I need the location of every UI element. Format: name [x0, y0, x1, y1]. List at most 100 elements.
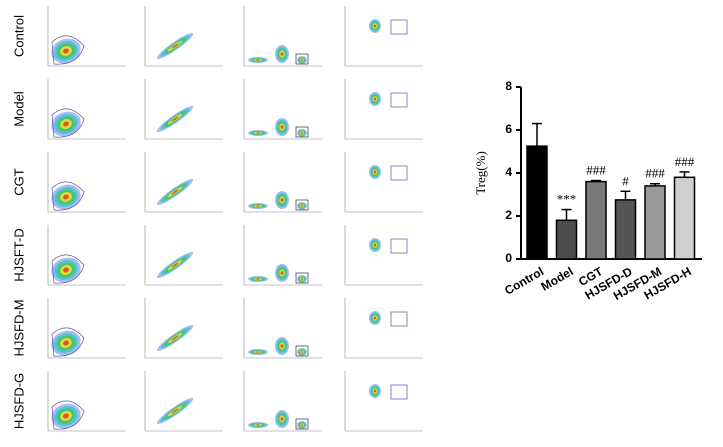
cell-population — [63, 413, 69, 419]
flow-plot — [47, 152, 126, 213]
row-label: Model — [11, 91, 26, 127]
row-label: HJSFD-M — [11, 299, 26, 356]
cell-population — [373, 170, 377, 174]
cell-population — [373, 24, 377, 28]
cell-population — [256, 424, 260, 426]
cell-population — [280, 125, 284, 129]
flow-plot — [47, 79, 126, 140]
cell-population — [301, 278, 303, 280]
cell-population — [301, 59, 303, 61]
error-bar — [561, 208, 572, 221]
flow-plot — [243, 298, 322, 359]
cell-population — [256, 205, 260, 207]
significance: ### — [675, 154, 695, 169]
flow-plot — [344, 79, 423, 140]
x-tick-label: Model — [539, 264, 576, 293]
flow-plot — [344, 6, 423, 67]
y-tick-label: 0 — [505, 251, 512, 265]
cell-population — [63, 194, 69, 200]
flow-plot — [144, 6, 223, 67]
flow-plot — [344, 225, 423, 286]
cell-population — [301, 205, 303, 207]
gate — [390, 384, 408, 400]
flow-plot — [243, 6, 322, 67]
gate — [390, 19, 408, 35]
cell-population — [256, 351, 260, 353]
row-label: Control — [11, 15, 26, 57]
gate — [51, 400, 85, 430]
cell-population — [301, 351, 303, 353]
cell-population — [256, 278, 260, 280]
gate — [51, 327, 85, 357]
bar — [585, 180, 607, 260]
cell-population — [63, 48, 69, 54]
cell-population — [373, 97, 377, 101]
cell-population — [280, 344, 284, 348]
gate — [390, 311, 408, 327]
error-bar — [591, 179, 601, 182]
flow-panels: Control Model CGT HJSFT-D HJSFD-M HJSFD-G — [11, 6, 423, 432]
gate — [390, 238, 408, 254]
flow-plot — [144, 152, 223, 213]
bar — [555, 219, 578, 260]
cell-population — [280, 52, 284, 56]
gate — [295, 345, 309, 357]
flow-plot — [243, 225, 322, 286]
cell-population — [171, 43, 179, 49]
gate — [295, 199, 309, 211]
significance: ### — [586, 163, 606, 178]
bar-chart: 02468Treg(%)Control***Model###CGT#HJSFD-… — [473, 79, 702, 303]
flow-plot — [344, 152, 423, 213]
flow-plot — [144, 298, 223, 359]
gate — [51, 254, 85, 284]
flow-plot — [47, 225, 126, 286]
error-bar — [532, 122, 542, 147]
cell-population — [63, 121, 69, 127]
flow-plot — [243, 79, 322, 140]
cell-population — [171, 189, 179, 195]
gate — [51, 108, 85, 138]
cell-population — [171, 408, 179, 414]
flow-plot — [144, 371, 223, 432]
row-label: HJSFT-D — [11, 228, 26, 281]
error-bar — [679, 171, 690, 178]
bar — [673, 176, 696, 260]
cell-population — [280, 271, 284, 275]
cell-population — [373, 389, 377, 393]
y-tick-label: 8 — [505, 79, 512, 93]
flow-plot — [243, 371, 322, 432]
cell-population — [280, 198, 284, 202]
cell-population — [63, 340, 69, 346]
flow-plot — [47, 6, 126, 67]
gate — [295, 418, 309, 430]
cell-population — [373, 243, 377, 247]
cell-population — [171, 262, 179, 268]
cell-population — [373, 316, 377, 320]
cell-population — [301, 424, 303, 426]
significance: ### — [645, 166, 665, 181]
cell-population — [256, 59, 260, 61]
error-bar — [620, 190, 631, 200]
cell-population — [63, 267, 69, 273]
gate — [51, 35, 85, 65]
bar — [644, 185, 666, 260]
gate — [295, 126, 309, 138]
significance: # — [622, 173, 629, 188]
bar — [526, 145, 548, 260]
gate — [295, 272, 309, 284]
error-bar — [650, 183, 660, 186]
y-tick-label: 4 — [505, 165, 512, 179]
y-axis-label: Treg(%) — [473, 151, 488, 195]
flow-plot — [344, 298, 423, 359]
row-label: HJSFD-G — [11, 373, 26, 429]
gate — [51, 181, 85, 211]
bar — [614, 199, 637, 260]
flow-plot — [243, 152, 322, 213]
cell-population — [280, 417, 284, 421]
gate — [295, 53, 309, 65]
cell-population — [171, 116, 179, 122]
flow-plot — [144, 225, 223, 286]
flow-plot — [47, 371, 126, 432]
flow-plot — [47, 298, 126, 359]
